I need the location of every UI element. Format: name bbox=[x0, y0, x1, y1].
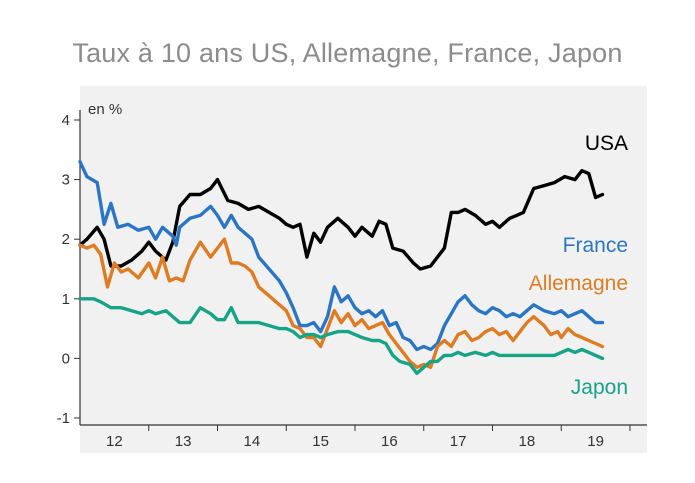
plot-background bbox=[80, 86, 647, 453]
x-tick-label: 19 bbox=[587, 433, 604, 450]
y-tick-label: 3 bbox=[62, 172, 70, 189]
series-label-usa: USA bbox=[585, 132, 628, 155]
chart-title: Taux à 10 ans US, Allemagne, France, Jap… bbox=[72, 38, 623, 68]
y-tick-label: 2 bbox=[62, 231, 70, 248]
series-label-france: France bbox=[563, 234, 628, 257]
series-line-usa bbox=[78, 169, 605, 271]
x-tick-label: 17 bbox=[450, 433, 467, 450]
x-tick-label: 14 bbox=[244, 433, 261, 450]
y-axis-unit: en % bbox=[88, 101, 122, 118]
y-tick-label: 0 bbox=[62, 350, 70, 367]
y-tick-label: 1 bbox=[62, 291, 70, 308]
x-tick-label: 16 bbox=[381, 433, 398, 450]
series-line-france bbox=[78, 160, 605, 352]
series-line-japon bbox=[78, 297, 605, 375]
series-label-allemagne: Allemagne bbox=[529, 272, 628, 295]
x-tick-label: 12 bbox=[106, 433, 123, 450]
x-tick-label: 13 bbox=[175, 433, 192, 450]
series-line-allemagne bbox=[78, 237, 605, 369]
y-tick-label: -1 bbox=[57, 410, 70, 427]
y-tick-label: 4 bbox=[62, 112, 70, 129]
series-label-japon: Japon bbox=[571, 376, 628, 399]
x-tick-label: 15 bbox=[312, 433, 329, 450]
x-tick-label: 18 bbox=[519, 433, 536, 450]
